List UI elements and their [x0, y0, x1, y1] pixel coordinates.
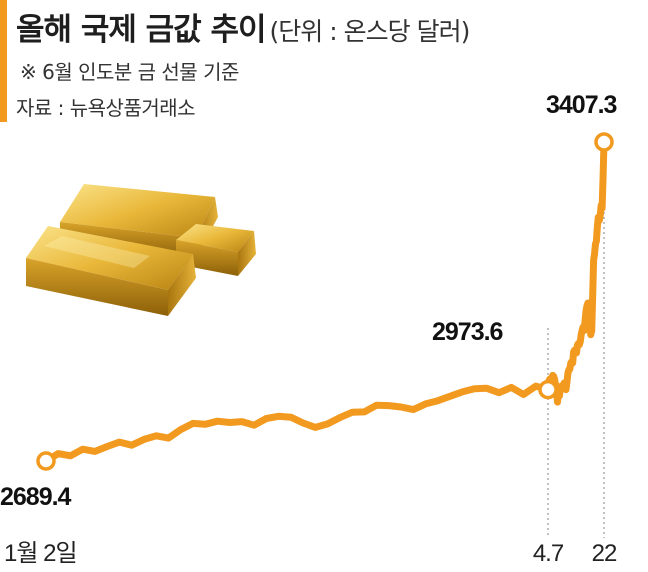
start-point-marker	[36, 451, 56, 471]
footnote: ※ 6월 인도분 금 선물 기준	[20, 60, 239, 84]
unit-text: (단위 : 온스당 달러)	[269, 17, 471, 46]
x-tick-22: 22	[592, 540, 617, 567]
x-tick-4-7: 4.7	[533, 540, 564, 567]
end-point-marker	[594, 132, 614, 152]
start-value-label: 2689.4	[0, 483, 72, 511]
title-text: 올해 국제 금값 추이	[16, 12, 267, 48]
gold-bars-icon	[26, 184, 256, 316]
low-point-marker	[538, 379, 558, 400]
end-value-label: 3407.3	[546, 91, 617, 119]
title-accent-bar	[0, 0, 7, 122]
chart-title: 올해 국제 금값 추이 (단위 : 온스당 달러)	[16, 4, 471, 49]
low-value-label: 2973.6	[432, 318, 503, 346]
source-text: 자료 : 뉴욕상품거래소	[16, 96, 196, 120]
x-tick-start: 1월 2일	[4, 540, 77, 567]
